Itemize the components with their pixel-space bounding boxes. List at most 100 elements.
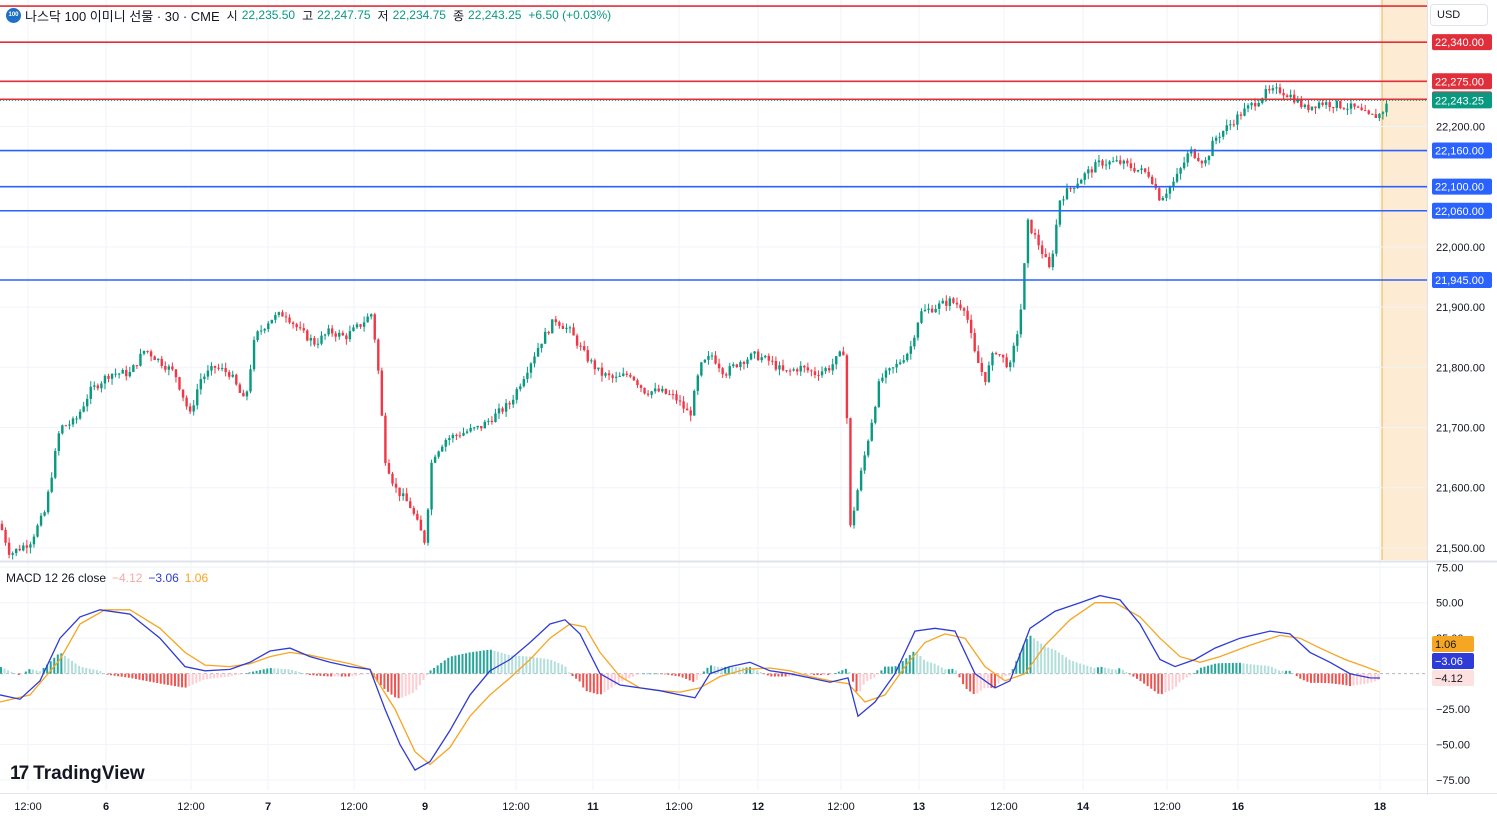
candle-body[interactable] [245, 391, 249, 397]
candle-body[interactable] [703, 359, 707, 363]
candle-body[interactable] [1019, 309, 1023, 335]
candle-body[interactable] [1278, 87, 1282, 93]
candle-body[interactable] [561, 325, 565, 329]
candle-body[interactable] [1349, 103, 1353, 109]
candle-body[interactable] [1378, 113, 1381, 118]
candle-body[interactable] [458, 435, 462, 437]
candle-body[interactable] [1133, 168, 1136, 172]
candle-body[interactable] [199, 379, 202, 390]
candle-body[interactable] [661, 388, 664, 392]
candle-body[interactable] [1328, 102, 1331, 108]
candle-body[interactable] [632, 376, 636, 381]
candle-body[interactable] [1097, 160, 1101, 163]
candle-body[interactable] [160, 358, 163, 366]
candle-body[interactable] [487, 420, 490, 422]
candle-body[interactable] [36, 525, 39, 537]
candle-body[interactable] [281, 312, 284, 317]
candle-body[interactable] [753, 351, 756, 354]
candle-body[interactable] [100, 383, 103, 389]
candle-body[interactable] [1282, 92, 1285, 96]
candle-body[interactable] [228, 372, 231, 377]
candle-body[interactable] [235, 374, 238, 385]
candle-body[interactable] [1211, 140, 1214, 157]
candle-body[interactable] [1044, 254, 1047, 258]
candle-body[interactable] [1285, 95, 1289, 98]
candle-body[interactable] [927, 308, 930, 310]
candle-body[interactable] [735, 364, 739, 367]
candle-body[interactable] [114, 373, 117, 375]
candle-body[interactable] [1321, 102, 1324, 105]
candle-body[interactable] [625, 373, 628, 375]
candle-body[interactable] [870, 422, 873, 441]
candle-body[interactable] [845, 355, 849, 419]
candle-body[interactable] [774, 360, 778, 370]
candle-body[interactable] [1147, 171, 1150, 177]
candle-body[interactable] [955, 302, 959, 305]
candle-body[interactable] [256, 331, 259, 341]
candle-body[interactable] [512, 399, 515, 405]
candle-body[interactable] [490, 420, 494, 423]
candle-body[interactable] [732, 364, 735, 367]
candle-body[interactable] [1186, 153, 1189, 163]
candle-body[interactable] [249, 369, 252, 392]
candle-body[interactable] [167, 366, 171, 370]
candle-body[interactable] [1122, 160, 1125, 164]
candle-body[interactable] [1310, 106, 1314, 110]
candle-body[interactable] [61, 425, 64, 434]
candle-body[interactable] [334, 333, 337, 337]
macd-signal-line[interactable] [0, 602, 1381, 766]
candle-body[interactable] [799, 365, 802, 372]
candle-body[interactable] [643, 387, 646, 394]
candle-body[interactable] [583, 346, 586, 351]
candle-body[interactable] [267, 323, 270, 330]
candle-body[interactable] [1243, 108, 1246, 116]
candle-body[interactable] [192, 405, 195, 412]
candle-body[interactable] [852, 510, 856, 526]
candle-body[interactable] [0, 523, 4, 530]
candle-body[interactable] [480, 426, 483, 429]
candle-body[interactable] [1104, 164, 1108, 166]
candle-body[interactable] [504, 403, 508, 412]
candle-body[interactable] [75, 418, 78, 420]
candle-body[interactable] [891, 367, 895, 369]
candle-body[interactable] [934, 308, 937, 313]
candle-body[interactable] [469, 427, 472, 432]
candle-body[interactable] [714, 355, 717, 364]
candle-body[interactable] [472, 427, 476, 429]
candle-body[interactable] [600, 367, 604, 376]
candle-body[interactable] [391, 473, 394, 484]
candle-body[interactable] [1353, 103, 1356, 107]
candle-body[interactable] [1062, 199, 1065, 201]
candle-body[interactable] [579, 345, 582, 347]
candle-body[interactable] [110, 373, 114, 379]
candle-body[interactable] [462, 432, 465, 436]
candle-body[interactable] [1236, 114, 1239, 125]
candle-body[interactable] [859, 470, 863, 491]
candle-body[interactable] [1307, 104, 1310, 110]
candle-body[interactable] [969, 319, 973, 334]
candle-body[interactable] [377, 339, 380, 371]
candle-body[interactable] [274, 314, 277, 320]
candle-body[interactable] [1076, 183, 1079, 189]
candle-body[interactable] [284, 316, 288, 318]
candle-body[interactable] [1239, 114, 1243, 116]
candle-body[interactable] [164, 365, 167, 370]
candle-body[interactable] [1204, 160, 1207, 164]
candle-body[interactable] [1360, 107, 1363, 111]
candle-body[interactable] [863, 455, 866, 471]
candle-body[interactable] [348, 331, 352, 340]
candle-body[interactable] [153, 356, 156, 361]
candle-body[interactable] [299, 327, 302, 329]
candle-body[interactable] [639, 385, 643, 388]
candle-body[interactable] [1069, 188, 1072, 190]
candle-body[interactable] [128, 371, 131, 377]
macd-line[interactable] [0, 594, 1381, 771]
candle-body[interactable] [1158, 188, 1161, 201]
candle-body[interactable] [1261, 98, 1264, 103]
candle-body[interactable] [1264, 89, 1267, 99]
candle-body[interactable] [259, 330, 263, 332]
candle-body[interactable] [1005, 357, 1008, 368]
candle-body[interactable] [710, 355, 714, 357]
candle-body[interactable] [966, 310, 969, 320]
candle-body[interactable] [877, 381, 881, 407]
